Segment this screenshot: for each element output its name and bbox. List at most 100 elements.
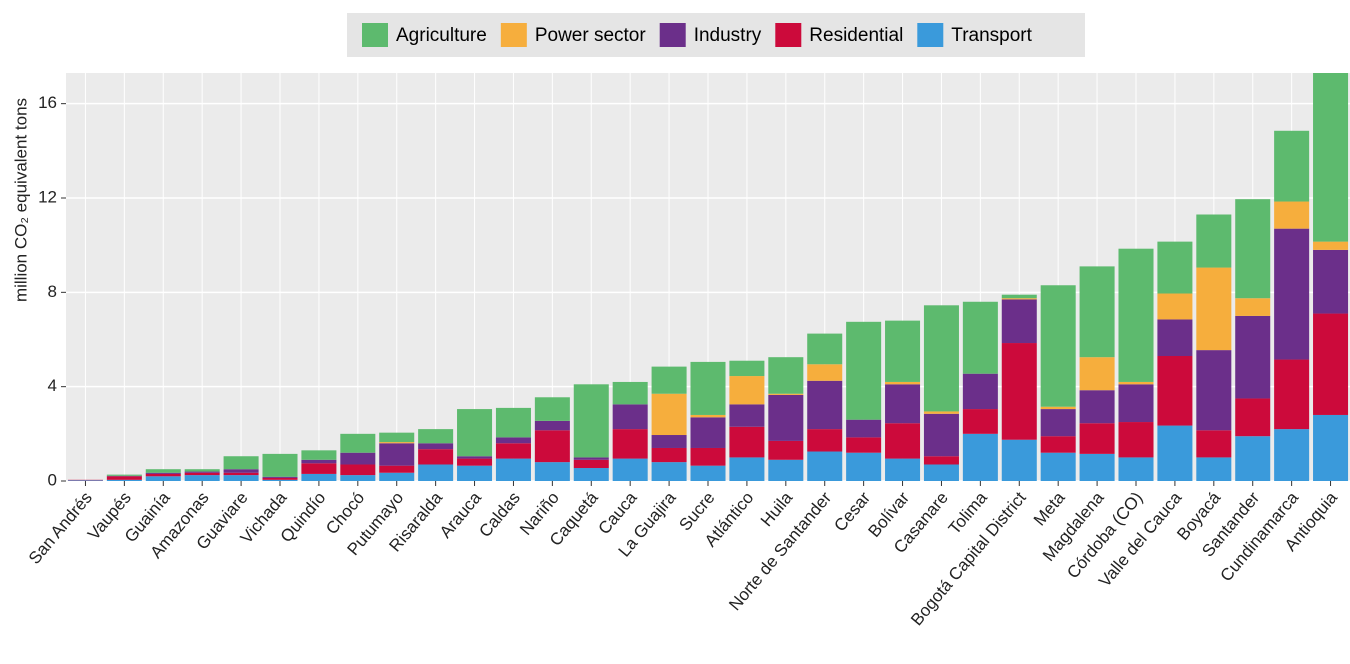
bar-segment — [768, 440, 804, 460]
bar-segment — [1157, 293, 1193, 320]
bar-segment — [184, 469, 220, 472]
bar-segment — [573, 457, 609, 460]
bar-segment — [534, 420, 570, 431]
bar-segment — [1001, 298, 1037, 300]
bar-segment — [923, 305, 959, 412]
bar-segment — [612, 429, 648, 459]
bar-segment — [573, 384, 609, 458]
bar-segment — [145, 473, 181, 477]
legend-swatch — [500, 23, 527, 47]
bar-segment — [1079, 390, 1115, 424]
bar-segment — [690, 465, 726, 481]
bar-segment — [846, 321, 882, 420]
bar-segment — [1196, 457, 1232, 481]
bar-segment — [301, 459, 337, 464]
bar-segment — [1118, 248, 1154, 382]
bar-segment — [379, 432, 415, 443]
bar-segment — [379, 442, 415, 444]
bar-segment — [729, 376, 765, 405]
bar-segment — [651, 366, 687, 394]
bar-segment — [534, 430, 570, 463]
bar-segment — [1040, 406, 1076, 410]
y-axis-label: million CO₂ equivalent tons — [11, 98, 30, 302]
bar-segment — [1118, 381, 1154, 385]
legend-swatch — [775, 23, 802, 47]
legend-label: Power sector — [535, 25, 647, 46]
bar-segment — [379, 472, 415, 481]
bar-segment — [690, 447, 726, 466]
bar-segment — [1196, 214, 1232, 268]
bar-segment — [846, 419, 882, 438]
bar-segment — [1196, 350, 1232, 431]
bar-segment — [1118, 457, 1154, 481]
bar-segment — [495, 458, 531, 481]
y-tick-label: 4 — [48, 376, 57, 395]
bar-segment — [729, 404, 765, 427]
bar-segment — [418, 464, 454, 481]
bar-segment — [1313, 73, 1349, 242]
bar-segment — [573, 468, 609, 481]
bar-segment — [457, 458, 493, 466]
bar-segment — [807, 380, 843, 430]
bar-segment — [729, 360, 765, 377]
bar-segment — [223, 469, 259, 473]
bar-segment — [184, 472, 220, 476]
bar-segment — [807, 429, 843, 452]
bar-segment — [962, 301, 998, 374]
bar-segment — [1040, 452, 1076, 481]
x-tick-label: Arauca — [436, 488, 486, 542]
bar-segment — [145, 472, 181, 474]
bar-segment — [495, 407, 531, 438]
legend-swatch — [362, 23, 388, 47]
bar-segment — [457, 456, 493, 459]
bar-segment — [106, 479, 142, 481]
bar-segment — [1274, 429, 1310, 481]
bar-segment — [301, 473, 337, 481]
bar-segment — [1118, 384, 1154, 423]
bar-segment — [223, 456, 259, 470]
y-tick-label: 0 — [48, 470, 57, 489]
bar-segment — [729, 426, 765, 458]
bar-segment — [1196, 430, 1232, 458]
bar-segment — [106, 474, 142, 476]
bar-segment — [1235, 199, 1271, 299]
x-tick-label: Caldas — [475, 488, 524, 541]
bar-segment — [846, 437, 882, 453]
bar-segment — [145, 476, 181, 481]
bar-segment — [1001, 439, 1037, 481]
bar-segment — [1040, 285, 1076, 407]
y-tick-label: 16 — [38, 93, 57, 112]
bar-segment — [651, 435, 687, 448]
bar-segment — [768, 394, 804, 441]
bar-segment — [301, 450, 337, 460]
legend-label: Transport — [951, 25, 1032, 46]
bar-segment — [418, 443, 454, 450]
bar-segment — [1274, 228, 1310, 360]
bar-segment — [1313, 241, 1349, 250]
bar-segment — [1001, 343, 1037, 440]
bar-segment — [1313, 313, 1349, 415]
bar-segment — [1079, 423, 1115, 454]
bar-segment — [612, 458, 648, 481]
bar-segment — [1157, 241, 1193, 294]
bar-segment — [612, 381, 648, 405]
bar-segment — [340, 475, 376, 481]
bar-segment — [457, 409, 493, 457]
bar-segment — [1235, 436, 1271, 481]
bar-segment — [1196, 267, 1232, 351]
bar-segment — [67, 480, 103, 481]
bar-segment — [885, 381, 921, 385]
bar-segment — [495, 437, 531, 444]
bar-segment — [1001, 299, 1037, 344]
bar-segment — [1157, 319, 1193, 357]
bar-segment — [340, 433, 376, 453]
bar-segment — [729, 457, 765, 481]
legend-label: Industry — [694, 25, 762, 46]
bar-segment — [885, 320, 921, 382]
bar-segment — [885, 384, 921, 424]
bar-segment — [379, 465, 415, 473]
legend-label: Agriculture — [396, 25, 487, 46]
bar-segment — [807, 451, 843, 481]
bar-segment — [184, 471, 220, 473]
